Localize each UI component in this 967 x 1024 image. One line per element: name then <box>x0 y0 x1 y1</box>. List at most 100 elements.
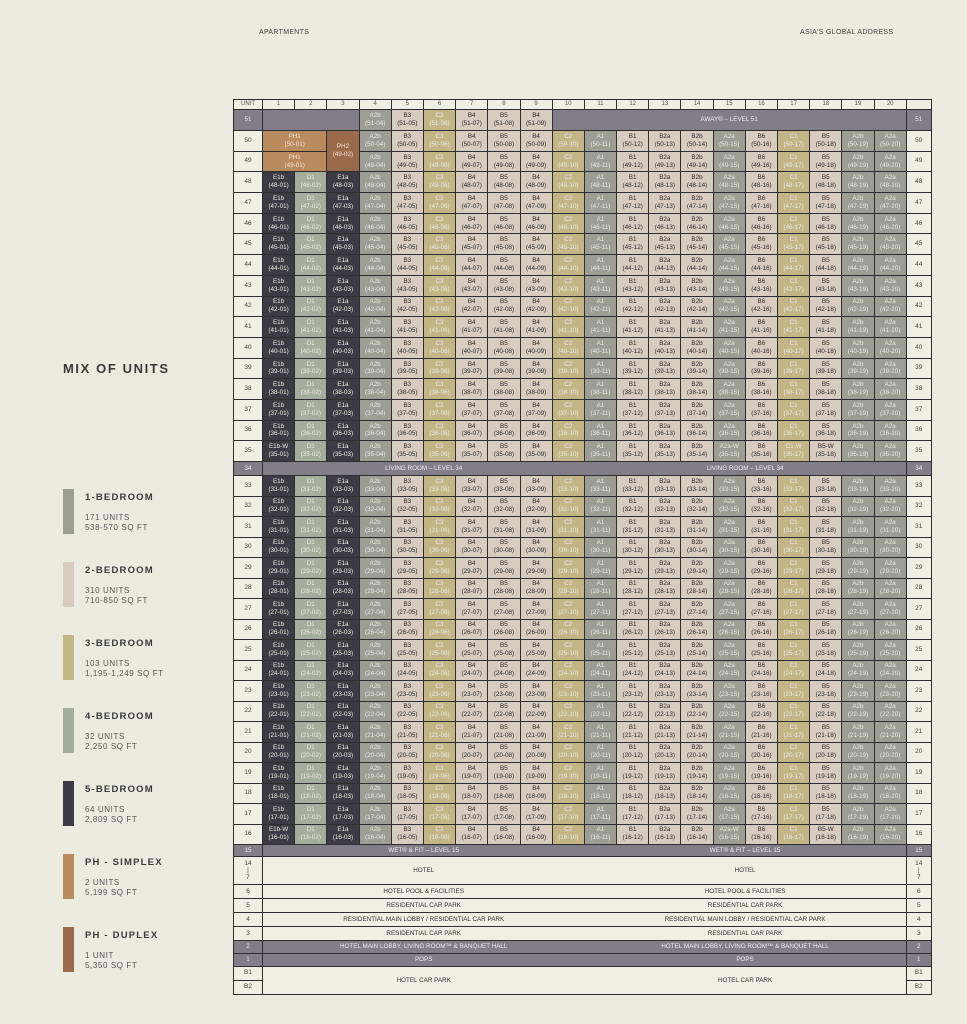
unit-cell[interactable]: A2b (47-04) <box>359 193 391 213</box>
unit-cell[interactable]: B3 (44-05) <box>391 255 423 275</box>
unit-cell[interactable]: B5 (19-18) <box>810 763 842 783</box>
unit-cell[interactable]: E1b (17-01) <box>263 804 295 824</box>
unit-cell[interactable]: A2b (51-04) <box>359 110 391 130</box>
unit-cell[interactable]: B5 (46-08) <box>488 213 520 234</box>
unit-cell[interactable]: C3 (19-06) <box>423 763 456 783</box>
unit-cell[interactable]: A2a-W (35-15) <box>713 441 745 461</box>
unit-cell[interactable]: B5 (39-08) <box>488 358 520 379</box>
unit-cell[interactable]: B2b (24-14) <box>681 660 713 680</box>
unit-cell[interactable]: E1a (47-03) <box>327 193 359 213</box>
unit-cell[interactable]: A2a (48-15) <box>713 172 745 193</box>
unit-cell[interactable]: B5 (24-08) <box>488 660 520 680</box>
unit-cell[interactable]: A2b (23-04) <box>359 681 391 701</box>
unit-cell[interactable]: B5 (41-08) <box>488 317 520 337</box>
unit-cell[interactable]: A2a (33-20) <box>874 476 906 496</box>
unit-cell[interactable]: B4 (42-09) <box>520 296 552 317</box>
unit-cell[interactable]: B5 (17-08) <box>488 804 520 824</box>
unit-cell[interactable]: A1 (26-11) <box>584 619 617 639</box>
unit-cell[interactable]: C1 (24-17) <box>778 660 810 680</box>
unit-cell[interactable]: B3 (30-05) <box>391 537 423 557</box>
unit-cell[interactable]: C3 (22-06) <box>423 701 456 721</box>
unit-cell[interactable]: B5 (40-18) <box>810 337 842 358</box>
unit-cell[interactable]: E1b (31-01) <box>263 517 295 537</box>
unit-cell[interactable]: D1 (17-02) <box>295 804 327 824</box>
unit-cell[interactable]: E1b (43-01) <box>263 275 295 296</box>
unit-cell[interactable]: C3 (20-06) <box>423 742 456 762</box>
unit-cell[interactable]: B5-W (16-18) <box>810 824 842 844</box>
unit-cell[interactable]: E1b (28-01) <box>263 578 295 598</box>
unit-cell[interactable]: C3 (46-06) <box>423 213 456 234</box>
unit-cell[interactable]: B5 (27-08) <box>488 599 520 619</box>
unit-cell[interactable]: D1 (21-02) <box>295 722 327 742</box>
unit-cell[interactable]: B2a (50-13) <box>649 131 681 151</box>
unit-cell[interactable]: B3 (46-05) <box>391 213 423 234</box>
unit-cell[interactable]: C3 (26-06) <box>423 619 456 639</box>
unit-cell[interactable]: E1b (22-01) <box>263 701 295 721</box>
unit-cell[interactable]: B1 (43-12) <box>617 275 649 296</box>
unit-cell[interactable]: B2a (39-13) <box>649 358 681 379</box>
unit-cell[interactable]: E1b (46-01) <box>263 213 295 234</box>
unit-cell[interactable]: C2 (42-10) <box>552 296 584 317</box>
unit-cell[interactable]: A2a (22-15) <box>713 701 745 721</box>
unit-cell[interactable]: B4 (38-07) <box>456 379 488 399</box>
unit-cell[interactable]: B4 (32-07) <box>456 496 488 516</box>
unit-cell[interactable]: A2a (44-20) <box>874 255 906 275</box>
unit-cell[interactable]: D1 (41-02) <box>295 317 327 337</box>
unit-cell[interactable]: A2b (21-04) <box>359 722 391 742</box>
unit-cell[interactable]: B1 (41-12) <box>617 317 649 337</box>
unit-cell[interactable]: B2a (35-13) <box>649 441 681 461</box>
unit-cell[interactable]: B5 (51-08) <box>488 110 520 130</box>
unit-cell[interactable]: B5 (44-18) <box>810 255 842 275</box>
unit-cell[interactable]: C2 (21-10) <box>552 722 584 742</box>
unit-cell[interactable]: E1b (27-01) <box>263 599 295 619</box>
unit-cell[interactable]: B1 (40-12) <box>617 337 649 358</box>
unit-cell[interactable]: B4 (41-07) <box>456 317 488 337</box>
unit-cell[interactable]: A2b (44-19) <box>842 255 874 275</box>
unit-cell[interactable]: A2a (24-20) <box>874 660 906 680</box>
unit-cell[interactable]: C3 (18-06) <box>423 783 456 803</box>
unit-cell[interactable]: C2 (43-10) <box>552 275 584 296</box>
unit-cell[interactable]: B2a (26-13) <box>649 619 681 639</box>
unit-cell[interactable]: B5 (17-18) <box>810 804 842 824</box>
unit-cell[interactable]: D1 (43-02) <box>295 275 327 296</box>
unit-cell[interactable]: B4 (19-09) <box>520 763 552 783</box>
unit-cell[interactable]: C2 (19-10) <box>552 763 584 783</box>
unit-cell[interactable]: B6 (30-16) <box>745 537 777 557</box>
unit-cell[interactable]: A2b (32-19) <box>842 496 874 516</box>
unit-cell[interactable]: B4 (39-07) <box>456 358 488 379</box>
unit-cell[interactable]: B2a (32-13) <box>649 496 681 516</box>
unit-cell[interactable]: B4 (40-07) <box>456 337 488 358</box>
unit-cell[interactable]: B4 (18-09) <box>520 783 552 803</box>
unit-cell[interactable]: C1-W (35-17) <box>778 441 810 461</box>
unit-cell[interactable]: A2a (49-20) <box>874 151 906 172</box>
unit-cell[interactable]: B5 (20-08) <box>488 742 520 762</box>
unit-cell[interactable]: C3 (35-06) <box>423 441 456 461</box>
unit-cell[interactable]: E1b (20-01) <box>263 742 295 762</box>
unit-cell[interactable]: C3 (28-06) <box>423 578 456 598</box>
unit-cell[interactable]: B4 (21-07) <box>456 722 488 742</box>
unit-cell[interactable]: A1 (49-11) <box>584 151 617 172</box>
unit-cell[interactable]: B5 (46-18) <box>810 213 842 234</box>
unit-cell[interactable]: B4 (17-07) <box>456 804 488 824</box>
unit-cell[interactable]: C1 (25-17) <box>778 640 810 660</box>
unit-cell[interactable]: A2a (36-20) <box>874 420 906 441</box>
unit-cell[interactable]: B1 (19-12) <box>617 763 649 783</box>
unit-cell[interactable]: A1 (46-11) <box>584 213 617 234</box>
unit-cell[interactable]: B6 (39-16) <box>745 358 777 379</box>
unit-cell[interactable]: A1 (25-11) <box>584 640 617 660</box>
unit-cell[interactable]: A2a (36-15) <box>713 420 745 441</box>
unit-cell[interactable]: B5 (38-18) <box>810 379 842 399</box>
unit-cell[interactable]: B4 (45-07) <box>456 234 488 255</box>
unit-cell[interactable]: A2b (30-04) <box>359 537 391 557</box>
unit-cell[interactable]: A2b (42-04) <box>359 296 391 317</box>
unit-cell[interactable]: A1 (36-11) <box>584 420 617 441</box>
unit-cell[interactable]: B6 (48-16) <box>745 172 777 193</box>
unit-cell[interactable]: E1a (17-03) <box>327 804 359 824</box>
unit-cell[interactable]: D1 (28-02) <box>295 578 327 598</box>
unit-cell[interactable]: B2b (22-14) <box>681 701 713 721</box>
unit-cell[interactable]: B3 (27-05) <box>391 599 423 619</box>
unit-cell[interactable]: A2a (26-15) <box>713 619 745 639</box>
unit-cell[interactable]: B2b (30-14) <box>681 537 713 557</box>
unit-cell[interactable]: B2a (38-13) <box>649 379 681 399</box>
unit-cell[interactable]: E1b (37-01) <box>263 399 295 420</box>
